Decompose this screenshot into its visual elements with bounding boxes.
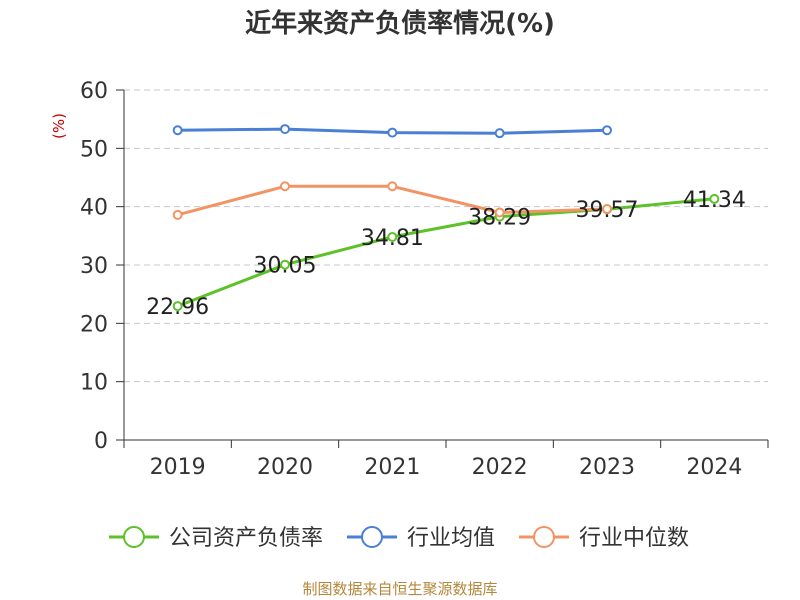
y-tick-label-20: 20 — [80, 312, 108, 337]
y-tick-label-60: 60 — [80, 79, 108, 104]
data-point-s2-2020 — [280, 181, 290, 192]
legend-item-2: 行业中位数 — [519, 526, 689, 551]
data-point-s1-2023 — [602, 125, 612, 136]
data-label-2023: 39.57 — [576, 198, 639, 223]
legend-item-0: 公司资产负债率 — [109, 526, 323, 551]
series-lines — [172, 124, 720, 312]
y-tick-label-30: 30 — [80, 254, 108, 279]
y-tick-label-0: 0 — [94, 429, 108, 454]
x-tick-label-2023: 2023 — [579, 455, 635, 480]
series-line-0 — [176, 197, 716, 308]
data-point-s1-2019 — [172, 125, 183, 136]
y-axis-unit-label: (%) — [50, 113, 68, 139]
y-tick-label-50: 50 — [80, 137, 108, 162]
chart-title: 近年来资产负债率情况(%) — [245, 8, 555, 39]
legend-swatch-marker-1 — [361, 526, 383, 548]
data-point-s1-2021 — [387, 127, 398, 138]
data-point-s0-2021 — [387, 231, 398, 242]
x-tick-label-2020: 2020 — [257, 455, 313, 480]
legend-swatch-marker-0 — [123, 526, 145, 548]
legend-label-0: 公司资产负债率 — [169, 526, 323, 551]
data-point-s1-2020 — [280, 124, 290, 135]
data-point-s0-2019 — [172, 301, 183, 312]
data-labels: 22.96 30.05 34.81 38.29 39.57 41.34 — [146, 188, 746, 320]
x-tick-label-2021: 2021 — [364, 455, 420, 480]
data-label-2024: 41.34 — [683, 188, 746, 213]
x-tick-label-2022: 2022 — [472, 455, 528, 480]
grid-lines — [124, 89, 768, 383]
y-tick-label-40: 40 — [80, 196, 108, 221]
legend-swatch-marker-2 — [533, 526, 555, 548]
source-note: 制图数据来自恒生聚源数据库 — [302, 580, 497, 598]
x-tick-label-2024: 2024 — [686, 455, 742, 480]
data-label-2022: 38.29 — [468, 206, 531, 231]
data-point-s2-2019 — [172, 209, 183, 220]
data-label-2021: 34.81 — [361, 226, 424, 251]
data-point-s0-2024 — [709, 193, 720, 204]
data-label-2019: 22.96 — [146, 295, 209, 320]
y-tick-label-10: 10 — [80, 371, 108, 396]
data-point-s2-2021 — [387, 181, 398, 192]
data-point-s2-2022 — [494, 207, 505, 218]
data-point-s0-2020 — [280, 259, 290, 270]
legend: 公司资产负债率 行业均值 行业中位数 — [109, 526, 689, 551]
data-point-s2-2023 — [602, 204, 612, 214]
axes: 0 10 20 30 40 50 60 2019 2020 2021 2022 2023 2024 — [80, 79, 769, 480]
data-point-s1-2022 — [494, 128, 505, 139]
legend-label-2: 行业中位数 — [579, 526, 689, 551]
legend-item-1: 行业均值 — [347, 526, 495, 551]
data-label-2020: 30.05 — [254, 254, 317, 279]
legend-label-1: 行业均值 — [407, 526, 495, 551]
x-tick-label-2019: 2019 — [150, 455, 206, 480]
